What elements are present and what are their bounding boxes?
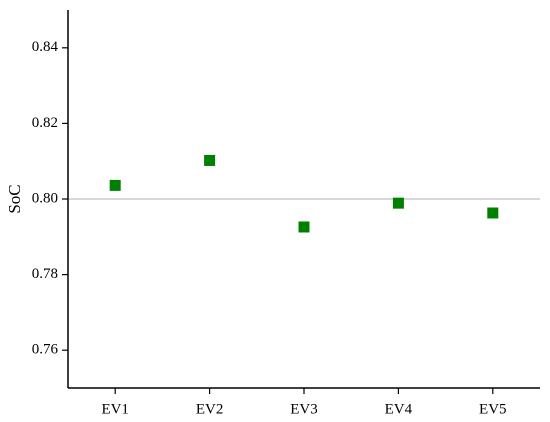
- y-axis-label: SoC: [5, 184, 24, 213]
- x-tick-label: EV3: [290, 401, 318, 417]
- x-tick-label: EV5: [479, 401, 507, 417]
- y-tick-label: 0.78: [32, 266, 58, 282]
- x-tick-label: EV1: [101, 401, 129, 417]
- x-tick-label: EV2: [196, 401, 224, 417]
- marker: [392, 197, 404, 209]
- y-tick-label: 0.76: [32, 342, 59, 358]
- marker: [204, 154, 216, 166]
- y-tick-label: 0.84: [32, 39, 59, 55]
- x-tick-label: EV4: [385, 401, 413, 417]
- marker: [487, 207, 499, 219]
- marker: [298, 221, 310, 233]
- y-tick-label: 0.82: [32, 115, 58, 131]
- marker: [109, 179, 121, 191]
- y-tick-label: 0.80: [32, 190, 58, 206]
